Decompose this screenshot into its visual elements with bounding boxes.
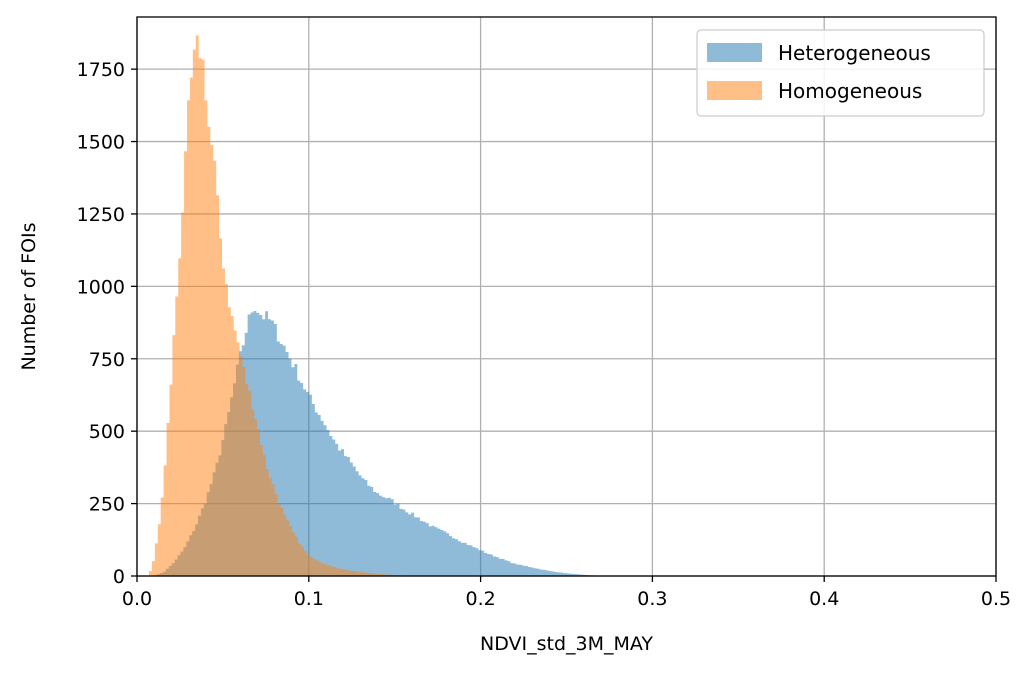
axis-ticks: 0.0 0.1 0.2 0.3 0.4 0.5 0 250 500 750 1000 1250 1500… [77, 59, 1011, 610]
x-tick-label: 0.2 [465, 588, 495, 610]
x-tick-label: 0.3 [637, 588, 667, 610]
series-homogeneous [149, 35, 421, 576]
y-axis-label: Number of FOIs [18, 222, 40, 370]
x-tick-label: 0.4 [809, 588, 839, 610]
legend-label-heterogeneous: Heterogeneous [778, 41, 931, 65]
x-tick-label: 0.0 [122, 588, 152, 610]
legend-swatch-homogeneous [707, 81, 762, 100]
x-tick-label: 0.1 [294, 588, 324, 610]
y-tick-label: 1250 [77, 204, 125, 226]
y-tick-label: 500 [89, 421, 125, 443]
histogram-bars [149, 35, 604, 576]
y-tick-label: 750 [89, 349, 125, 371]
legend-box [696, 29, 985, 117]
x-tick-label: 0.5 [981, 588, 1011, 610]
legend: Heterogeneous Homogeneous [696, 29, 985, 117]
y-tick-label: 1000 [77, 276, 125, 298]
legend-label-homogeneous: Homogeneous [778, 79, 922, 103]
y-tick-label: 1750 [77, 59, 125, 81]
histogram-bars-homogeneous [149, 35, 421, 576]
legend-swatch-heterogeneous [707, 43, 762, 62]
x-axis-label: NDVI_std_3M_MAY [480, 633, 653, 655]
y-tick-label: 0 [113, 566, 125, 588]
plot-frame [136, 16, 997, 577]
y-tick-label: 250 [89, 494, 125, 516]
y-tick-label: 1500 [77, 132, 125, 154]
